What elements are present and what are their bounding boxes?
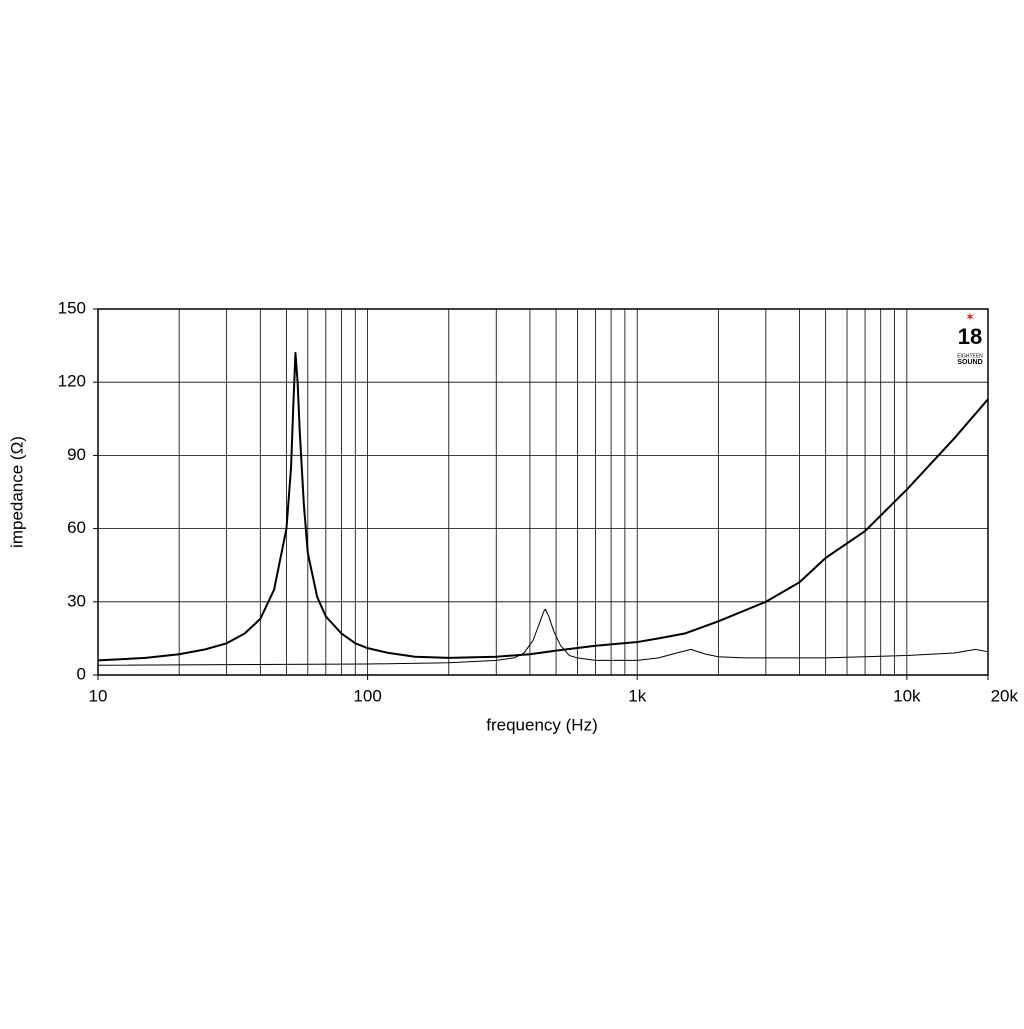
x-axis-label: frequency (Hz): [486, 715, 597, 734]
y-tick-label: 30: [67, 591, 86, 610]
logo-star: ✶: [965, 310, 975, 324]
logo-text: SOUND: [957, 359, 982, 366]
y-tick-label: 90: [67, 445, 86, 464]
y-tick-label: 0: [77, 664, 86, 683]
y-tick-label: 150: [58, 298, 86, 317]
logo-text: EIGHTEEN: [957, 353, 983, 359]
y-tick-label: 120: [58, 372, 86, 391]
logo-number: 18: [958, 324, 982, 349]
x-tick-label: 10k: [893, 686, 921, 705]
x-tick-label: 20k: [991, 686, 1019, 705]
impedance-curve: [97, 608, 989, 666]
y-axis-label: impedance (Ω): [7, 436, 26, 548]
impedance-curve: [97, 351, 989, 662]
x-tick-label: 10: [89, 686, 108, 705]
plot-frame: [97, 308, 989, 676]
x-tick-label: 100: [353, 686, 381, 705]
y-tick-label: 60: [67, 518, 86, 537]
x-tick-label: 1k: [628, 686, 646, 705]
